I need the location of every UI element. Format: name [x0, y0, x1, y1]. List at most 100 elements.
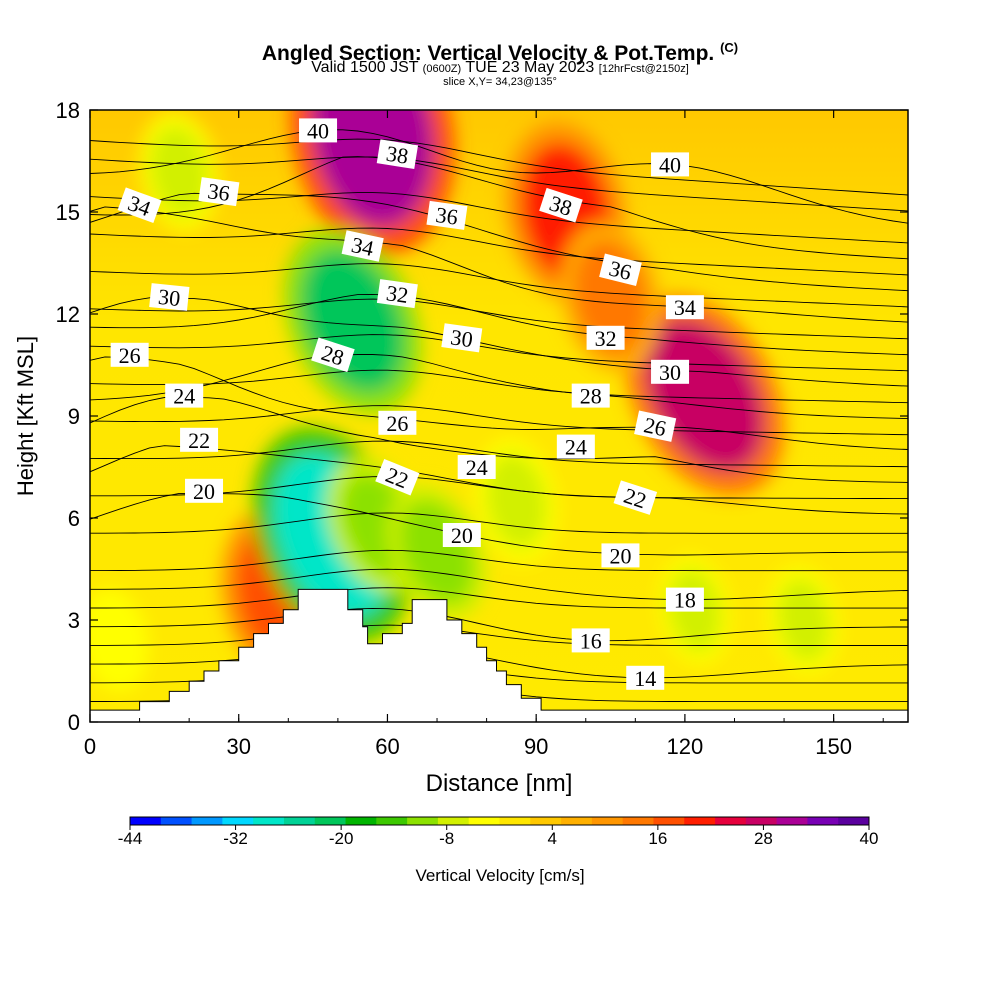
isentrope-label-text: 36 — [434, 202, 459, 230]
colorbar-swatch — [591, 817, 624, 825]
isentrope-label-box — [198, 177, 240, 207]
isentrope-label: 26 — [110, 342, 149, 368]
y-tick-label: 15 — [56, 200, 80, 225]
terrain — [90, 588, 908, 722]
chart-subtitle: Valid 1500 JST (0600Z) TUE 23 May 2023 [… — [0, 59, 1000, 78]
isentrope-label-box — [651, 152, 690, 177]
colorbar-tick-label: 4 — [548, 829, 557, 848]
colorbar-swatch — [160, 817, 193, 825]
colorbar-swatch — [253, 817, 285, 825]
isentrope-label: 30 — [651, 359, 690, 385]
colorbar-frame — [129, 816, 870, 826]
isentrope-label-text: 26 — [119, 343, 141, 368]
x-tick-label: 30 — [226, 734, 250, 759]
colorbar-tick-label: 28 — [754, 829, 773, 848]
isentrope-label-text: 20 — [609, 543, 631, 568]
colorbar-swatch — [468, 817, 500, 825]
isentrope-line — [90, 476, 908, 500]
y-tick-label: 9 — [68, 404, 80, 429]
colorbar-swatch — [130, 817, 162, 825]
colorbar-tick-label: 40 — [860, 829, 879, 848]
isentrope-line — [90, 512, 908, 534]
colorbar-swatch — [283, 817, 316, 825]
y-tick-label: 6 — [68, 506, 80, 531]
velocity-field — [90, 110, 840, 692]
valid-date: TUE 23 May 2023 — [465, 59, 595, 76]
isentrope-label-box — [442, 523, 481, 547]
valid-run: [12hrFcst@2150z] — [598, 63, 689, 75]
isentrope-label-box — [626, 665, 665, 690]
isentrope-line — [90, 129, 908, 224]
isentrope-line — [90, 156, 908, 212]
isentrope-label-box — [376, 139, 419, 170]
isentrope-label-text: 40 — [659, 152, 681, 177]
y-tick-label: 12 — [56, 302, 80, 327]
colorbar-swatch — [622, 817, 654, 825]
isentrope-label-text: 26 — [642, 412, 669, 441]
colorbar-swatch — [407, 817, 439, 825]
colorbar-tick-label: -32 — [223, 829, 248, 848]
isentrope-label: 24 — [165, 383, 204, 409]
isentrope-line — [90, 624, 908, 646]
isentrope-label-text: 28 — [580, 384, 602, 409]
isentrope-line — [90, 369, 908, 404]
y-tick-label: 3 — [68, 608, 80, 633]
isentrope-label: 36 — [426, 200, 468, 230]
isentrope-label: 24 — [457, 455, 496, 480]
velocity-downdraft — [150, 125, 209, 217]
isentrope-label-text: 18 — [674, 588, 696, 613]
isentrope-label-box — [185, 478, 224, 503]
isentrope-label-box — [665, 295, 704, 320]
y-tick-label: 0 — [68, 710, 80, 735]
colorbar-swatch — [561, 817, 593, 825]
isentrope-label-text: 24 — [565, 435, 587, 460]
colorbar-swatch — [776, 817, 808, 825]
colorbar-swatch — [807, 817, 839, 825]
velocity-updraft — [644, 319, 765, 472]
colorbar-swatch — [437, 817, 470, 825]
valid-utc: (0600Z) — [422, 63, 462, 75]
valid-prefix: Valid 1500 JST — [311, 59, 419, 76]
chart-title-mark: (C) — [720, 40, 739, 55]
isentrope-label-text: 22 — [188, 428, 210, 453]
isentrope-label: 22 — [613, 480, 658, 515]
isentrope-label-box — [613, 480, 658, 515]
colorbar-swatch — [838, 817, 870, 825]
colorbar-tick-label: -44 — [118, 829, 143, 848]
x-tick-label: 150 — [815, 734, 852, 759]
isentrope-label-text: 34 — [674, 295, 696, 320]
colorbar-swatch — [345, 817, 377, 825]
isentrope-label-text: 24 — [466, 455, 488, 480]
isentrope-label: 34 — [665, 295, 704, 320]
y-axis-label: Height [Kft MSL] — [13, 336, 38, 496]
isentrope-label-box — [110, 342, 149, 367]
isentrope-label-box — [375, 458, 420, 496]
isentrope-label-text: 30 — [449, 324, 474, 352]
isentrope-label-box — [378, 410, 417, 435]
isentrope-label-box — [651, 359, 690, 384]
isentrope-label: 30 — [441, 323, 483, 353]
isentrope-label-box — [441, 323, 483, 353]
isentrope-label-box — [165, 383, 204, 408]
isentrope-line — [90, 354, 908, 420]
isentrope-line — [90, 334, 908, 372]
isentrope-label: 36 — [599, 253, 642, 287]
isentrope-label: 20 — [601, 543, 640, 568]
colorbar-swatch — [376, 817, 408, 825]
colorbar-tick-label: 16 — [648, 829, 667, 848]
isentrope-line — [90, 138, 908, 196]
isentrope-label-box — [426, 200, 468, 230]
isentrope-label: 38 — [376, 139, 419, 170]
isentrope-label-text: 32 — [595, 326, 617, 351]
colorbar-swatch — [499, 817, 531, 825]
isentrope-label-box — [665, 587, 704, 612]
colorbar-swatch — [222, 817, 254, 825]
isentrope-label-text: 30 — [157, 284, 181, 311]
isentrope-line — [90, 445, 908, 515]
isentrope-label-text: 14 — [634, 666, 656, 691]
isentrope-line — [90, 297, 908, 387]
y-tick-label: 18 — [56, 98, 80, 123]
